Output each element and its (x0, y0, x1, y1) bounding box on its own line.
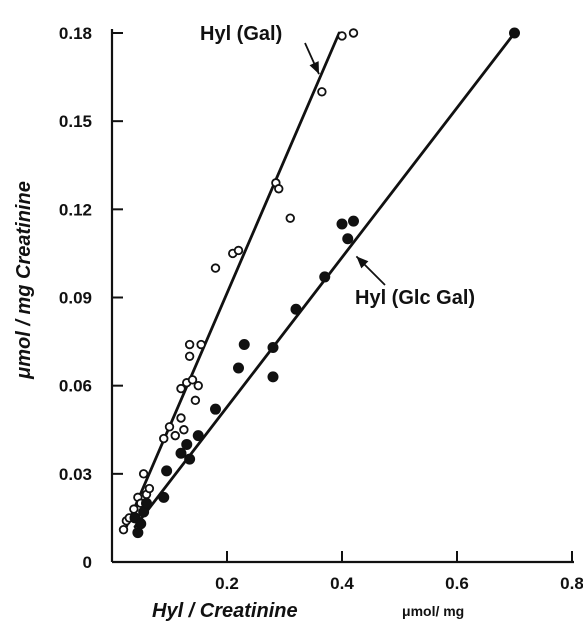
data-point-glc-gal (319, 271, 331, 283)
data-point-glc-gal (210, 403, 221, 415)
y-tick-label: 0.03 (59, 465, 92, 484)
data-point-gal (179, 425, 189, 435)
x-tick-label: 0.2 (215, 574, 239, 593)
data-point-gal (164, 422, 175, 432)
data-point-glc-gal (267, 341, 279, 353)
data-point-glc-gal (181, 438, 193, 450)
data-point-gal (176, 413, 186, 423)
annotation-arrowhead-glc-gal (356, 256, 369, 269)
data-point-gal (274, 184, 284, 194)
data-point-gal (285, 213, 295, 223)
annotation-label-glc-gal: Hyl (Glc Gal) (355, 287, 475, 309)
data-point-gal (317, 87, 327, 97)
data-point-gal (129, 504, 139, 514)
data-point-gal (118, 524, 129, 535)
y-tick-label: 0.15 (59, 112, 92, 131)
annotation-label-gal: Hyl (Gal) (200, 23, 282, 45)
y-tick-label: 0.06 (59, 377, 92, 396)
data-point-gal (176, 383, 186, 394)
data-point-gal (184, 351, 195, 361)
data-point-glc-gal (233, 362, 244, 374)
data-point-gal (337, 31, 347, 41)
data-point-glc-gal (348, 215, 359, 227)
data-point-gal (138, 469, 149, 479)
annotations-layer: Hyl (Gal) Hyl (Glc Gal) (200, 23, 475, 309)
data-point-gal (193, 380, 203, 391)
fit-line-gal (124, 31, 341, 529)
y-tick-label: 0.18 (59, 24, 92, 43)
x-tick-label: 0.8 (560, 574, 583, 593)
x-tick-label: 0.6 (445, 574, 469, 593)
data-point-gal (170, 430, 180, 441)
data-point-gal (210, 263, 221, 273)
data-point-gal (184, 339, 195, 350)
data-point-glc-gal (158, 491, 170, 503)
y-tick-label: 0.12 (59, 200, 92, 219)
annotation-arrowhead-gal (309, 61, 319, 75)
data-point-gal (190, 395, 201, 406)
data-points-layer (118, 27, 520, 539)
y-axis-title: μmol / mg Creatinine (13, 181, 35, 380)
data-point-glc-gal (267, 371, 279, 383)
data-point-glc-gal (290, 303, 302, 315)
data-point-glc-gal (342, 233, 354, 245)
x-tick-label: 0.4 (330, 574, 354, 593)
data-point-glc-gal (184, 453, 196, 465)
axes-layer: 0 0.03 0.06 0.09 0.12 0.15 0.18 0.2 0.4 0.6 0.8 (59, 24, 583, 593)
data-point-glc-gal (336, 218, 348, 230)
data-point-gal (233, 245, 244, 256)
data-point-gal (144, 483, 155, 494)
x-axis-title: Hyl / Creatinine (152, 600, 298, 622)
x-axis-unit: μmol/ mg (402, 603, 464, 619)
data-point-gal (159, 433, 169, 444)
data-point-glc-gal (141, 497, 152, 509)
data-point-gal (187, 375, 198, 385)
data-point-gal (348, 28, 359, 38)
y-tick-label: 0.09 (59, 289, 92, 308)
data-point-glc-gal (509, 27, 520, 39)
data-point-gal (196, 339, 206, 350)
data-point-glc-gal (175, 447, 187, 459)
data-point-glc-gal (161, 465, 173, 477)
data-point-glc-gal (192, 430, 204, 442)
data-point-glc-gal (135, 518, 147, 530)
y-tick-label: 0 (83, 553, 92, 572)
data-point-glc-gal (238, 339, 250, 351)
